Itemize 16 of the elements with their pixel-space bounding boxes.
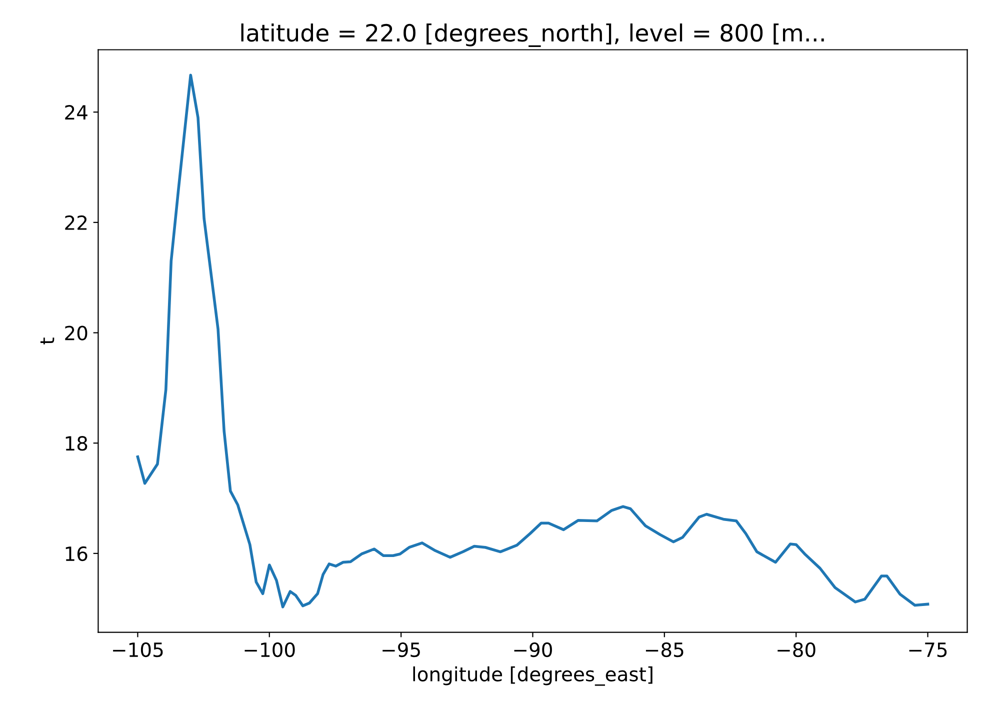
x-tick-label: −90 [514,642,552,658]
chart-title: latitude = 22.0 [degrees_north], level = 800 [m... [241,23,824,47]
x-axis-title: longitude [degrees_east] [413,666,652,686]
x-tick-label: −105 [113,642,163,658]
y-tick-label: 16 [66,546,88,562]
x-tick-label: −75 [909,642,947,658]
x-tick-label: −95 [382,642,420,658]
y-axis-title: t [40,338,54,344]
y-tick-label: 18 [66,436,88,451]
x-tick-label: −80 [778,642,816,658]
y-tick-label: 20 [65,326,88,340]
line-series [136,74,930,608]
y-tick-label: 22 [65,215,87,230]
y-tick-label: 24 [65,105,88,120]
x-tick-label: −100 [244,642,295,658]
x-tick-label: −85 [646,642,684,658]
